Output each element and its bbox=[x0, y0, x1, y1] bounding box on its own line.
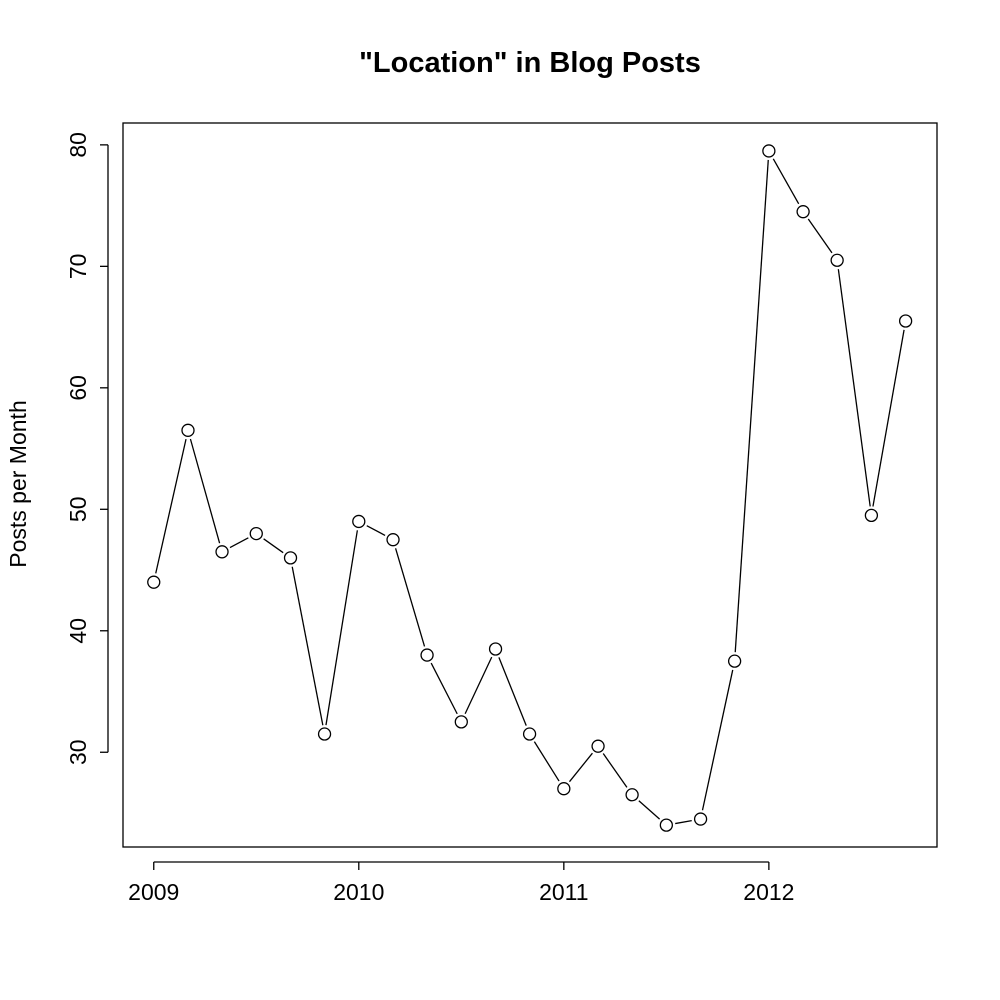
data-point-14 bbox=[591, 739, 605, 753]
series-segment bbox=[568, 752, 593, 783]
data-point-13 bbox=[557, 782, 571, 796]
data-point-8 bbox=[386, 533, 400, 547]
series-segment bbox=[772, 158, 800, 205]
data-point-2 bbox=[181, 423, 195, 437]
series-segment bbox=[602, 753, 628, 788]
data-point-20 bbox=[796, 205, 810, 219]
y-tick-label-60: 60 bbox=[65, 375, 91, 401]
series-segment bbox=[325, 530, 359, 726]
data-point-1 bbox=[147, 575, 161, 589]
series-segment bbox=[366, 525, 386, 537]
data-point-23 bbox=[898, 314, 913, 328]
series-segment bbox=[837, 269, 871, 507]
data-point-12 bbox=[522, 727, 537, 741]
series-posts bbox=[147, 144, 913, 832]
series-segment bbox=[430, 662, 458, 715]
y-tick-label-30: 30 bbox=[65, 739, 91, 765]
series-segment bbox=[229, 537, 249, 549]
series-segment bbox=[533, 741, 560, 782]
data-point-6 bbox=[317, 727, 332, 741]
chart-title: "Location" in Blog Posts bbox=[359, 47, 701, 79]
data-point-4 bbox=[249, 526, 263, 541]
series-segment bbox=[872, 329, 905, 507]
y-tick-label-50: 50 bbox=[65, 496, 91, 522]
data-point-3 bbox=[215, 545, 229, 559]
y-tick-label-70: 70 bbox=[65, 254, 91, 280]
series-segment bbox=[155, 438, 187, 574]
series-segment bbox=[807, 218, 833, 254]
series-segment bbox=[734, 159, 769, 653]
data-point-22 bbox=[864, 508, 879, 523]
x-tick-label-2009: 2009 bbox=[128, 879, 179, 905]
series-segment bbox=[638, 800, 661, 820]
data-point-11 bbox=[488, 642, 503, 656]
series-segment bbox=[498, 657, 527, 726]
x-axis: 2009 2010 2011 2012 bbox=[128, 861, 794, 905]
y-axis: 30 40 50 60 70 80 bbox=[65, 132, 109, 765]
data-point-7 bbox=[352, 514, 366, 529]
data-point-16 bbox=[659, 818, 674, 832]
y-axis-label: Posts per Month bbox=[5, 400, 31, 567]
data-point-19 bbox=[762, 144, 776, 158]
x-tick-label-2012: 2012 bbox=[743, 879, 794, 905]
data-point-5 bbox=[283, 551, 298, 565]
x-tick-label-2011: 2011 bbox=[539, 879, 588, 905]
series-segment bbox=[675, 819, 692, 825]
y-tick-label-80: 80 bbox=[65, 132, 91, 158]
plot-frame bbox=[122, 122, 938, 848]
series-segment bbox=[464, 656, 493, 715]
series-segment bbox=[394, 548, 426, 647]
y-tick-label-40: 40 bbox=[65, 618, 91, 644]
data-point-17 bbox=[693, 812, 708, 826]
data-point-18 bbox=[727, 654, 742, 668]
series-segment bbox=[189, 438, 221, 544]
data-point-15 bbox=[625, 788, 639, 802]
series-segment bbox=[263, 538, 284, 554]
series-segment bbox=[291, 566, 324, 726]
data-point-9 bbox=[420, 648, 434, 662]
x-tick-label-2010: 2010 bbox=[333, 879, 384, 905]
data-point-10 bbox=[454, 715, 468, 729]
data-point-21 bbox=[830, 253, 844, 267]
series-segment bbox=[701, 669, 734, 811]
